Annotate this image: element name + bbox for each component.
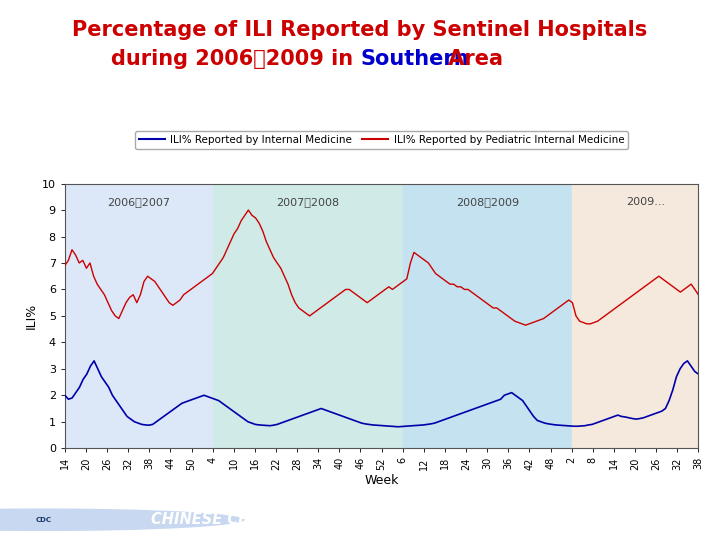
- Bar: [212, 184, 402, 448]
- Text: 2008～2009: 2008～2009: [456, 197, 519, 207]
- Text: 2007～2008: 2007～2008: [276, 197, 339, 207]
- Text: during 2006－2009 in Southern Area: during 2006－2009 in Southern Area: [150, 46, 570, 67]
- Text: Percentage of ILI Reported by Sentinel Hospitals: Percentage of ILI Reported by Sentinel H…: [73, 19, 647, 40]
- Bar: [65, 184, 212, 448]
- Text: 2009...: 2009...: [626, 197, 665, 207]
- Circle shape: [0, 509, 245, 531]
- Text: Area: Area: [441, 49, 503, 70]
- Bar: [402, 184, 572, 448]
- Y-axis label: ILI%: ILI%: [24, 303, 37, 329]
- X-axis label: Week: Week: [364, 474, 399, 487]
- Bar: [572, 184, 719, 448]
- Text: CHINESE CENTER FOR DISEASE CONTROL AND PREVENTION: CHINESE CENTER FOR DISEASE CONTROL AND P…: [151, 512, 641, 527]
- Text: CDC: CDC: [35, 517, 51, 523]
- Text: Southern: Southern: [360, 49, 469, 70]
- Legend: ILI% Reported by Internal Medicine, ILI% Reported by Pediatric Internal Medicine: ILI% Reported by Internal Medicine, ILI%…: [135, 131, 629, 149]
- Text: during 2006－2009 in: during 2006－2009 in: [111, 49, 360, 70]
- Text: 2006～2007: 2006～2007: [107, 197, 170, 207]
